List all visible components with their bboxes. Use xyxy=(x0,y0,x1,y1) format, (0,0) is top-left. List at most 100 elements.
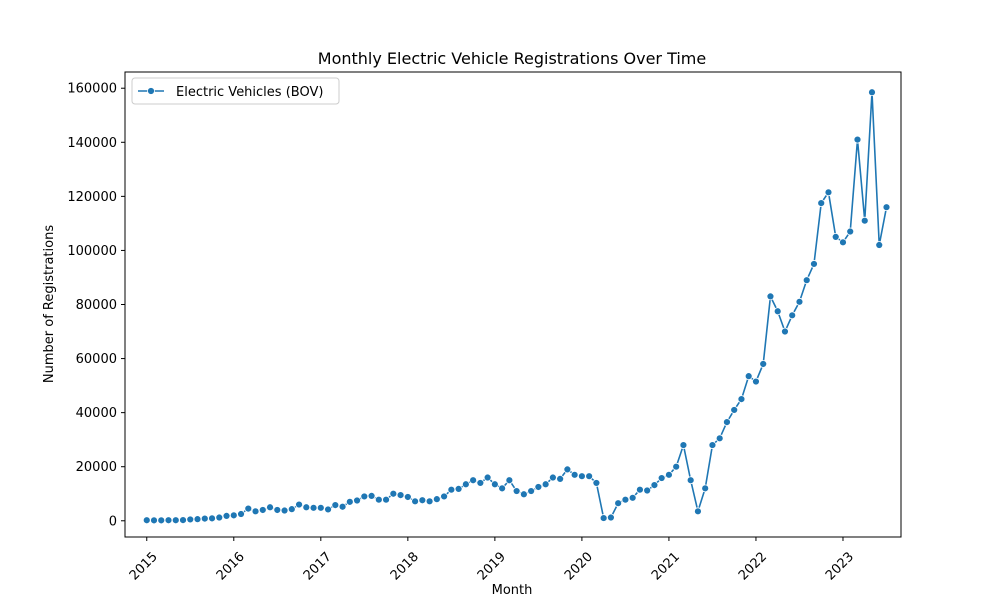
x-tick-label: 2018 xyxy=(388,549,422,583)
data-point xyxy=(157,516,166,525)
data-point xyxy=(411,497,419,506)
data-point xyxy=(781,327,789,336)
data-point xyxy=(150,516,158,525)
data-point xyxy=(258,506,267,514)
data-point xyxy=(817,199,826,208)
data-point xyxy=(643,486,652,495)
data-point xyxy=(476,479,485,487)
data-point xyxy=(592,479,601,487)
data-point xyxy=(839,238,847,247)
data-point xyxy=(360,492,369,501)
data-point xyxy=(302,503,311,512)
data-point xyxy=(193,515,202,524)
data-point xyxy=(519,490,528,499)
data-point xyxy=(324,505,332,514)
data-point xyxy=(280,506,289,515)
data-point xyxy=(548,473,557,482)
data-point xyxy=(570,470,579,479)
data-point xyxy=(512,487,521,495)
data-point xyxy=(788,311,797,320)
data-point xyxy=(650,481,659,489)
data-point xyxy=(607,513,615,522)
data-point xyxy=(853,135,862,144)
data-point xyxy=(744,372,753,381)
data-point xyxy=(396,491,405,500)
data-point xyxy=(490,480,499,489)
data-point xyxy=(251,507,260,516)
data-point xyxy=(316,503,325,512)
y-tick-label: 20000 xyxy=(76,460,117,475)
data-point xyxy=(846,227,855,236)
x-tick-label: 2016 xyxy=(214,549,248,583)
data-point xyxy=(273,506,282,514)
data-point xyxy=(621,495,630,504)
data-point xyxy=(802,276,811,285)
data-point xyxy=(164,516,173,525)
x-tick-label: 2019 xyxy=(475,549,509,583)
y-axis: 0 20000 40000 60000 80000 100000 120000 140000 1… xyxy=(67,82,125,529)
series-layer xyxy=(142,88,891,525)
data-point xyxy=(367,492,376,500)
legend-label: Electric Vehicles (BOV) xyxy=(176,85,323,100)
y-tick-label: 0 xyxy=(109,514,117,529)
data-point xyxy=(418,496,427,505)
data-point xyxy=(882,203,891,212)
data-point xyxy=(454,484,463,493)
data-point xyxy=(309,503,318,512)
legend-box xyxy=(131,77,340,105)
data-point xyxy=(737,395,746,404)
data-point xyxy=(766,292,775,301)
data-point xyxy=(686,476,695,485)
data-point xyxy=(730,406,739,414)
series-line xyxy=(146,91,888,522)
data-point xyxy=(266,503,274,512)
data-point xyxy=(708,441,717,449)
data-point xyxy=(795,297,804,306)
data-point xyxy=(824,188,833,197)
data-point xyxy=(338,502,347,511)
data-point xyxy=(208,514,216,523)
legend: Electric Vehicles (BOV) xyxy=(131,77,340,105)
data-point xyxy=(541,480,550,489)
data-point xyxy=(403,493,412,501)
data-point xyxy=(237,510,245,518)
data-point xyxy=(229,511,238,520)
data-point xyxy=(505,476,514,485)
data-point xyxy=(461,480,470,489)
data-point xyxy=(752,377,760,386)
data-point xyxy=(657,474,666,482)
data-point xyxy=(715,434,724,443)
data-point xyxy=(831,233,840,241)
x-tick-label: 2015 xyxy=(127,549,161,583)
data-point xyxy=(179,516,187,524)
plot-area-frame xyxy=(124,71,902,538)
data-point xyxy=(534,483,543,491)
data-point xyxy=(672,462,681,471)
x-tick-label: 2021 xyxy=(649,549,683,583)
data-point xyxy=(868,88,876,97)
data-point xyxy=(875,241,884,249)
data-point xyxy=(200,514,209,523)
data-point xyxy=(723,418,731,427)
y-tick-label: 140000 xyxy=(67,136,117,151)
data-point xyxy=(483,473,492,482)
data-point xyxy=(374,495,383,504)
data-point xyxy=(382,495,390,504)
data-point xyxy=(556,474,565,483)
data-point xyxy=(810,260,818,268)
data-point xyxy=(345,497,354,506)
data-point xyxy=(440,492,449,501)
data-point xyxy=(614,499,623,508)
data-point xyxy=(331,501,340,510)
legend-marker-swatch xyxy=(147,87,155,95)
data-point xyxy=(527,487,536,495)
data-point xyxy=(694,507,702,516)
y-tick-label: 160000 xyxy=(67,82,117,97)
y-tick-label: 80000 xyxy=(76,298,117,313)
x-axis-label: Month xyxy=(492,583,533,598)
data-point xyxy=(701,484,710,493)
y-tick-label: 40000 xyxy=(76,406,117,421)
data-point xyxy=(389,489,398,498)
x-tick-label: 2022 xyxy=(736,549,770,583)
